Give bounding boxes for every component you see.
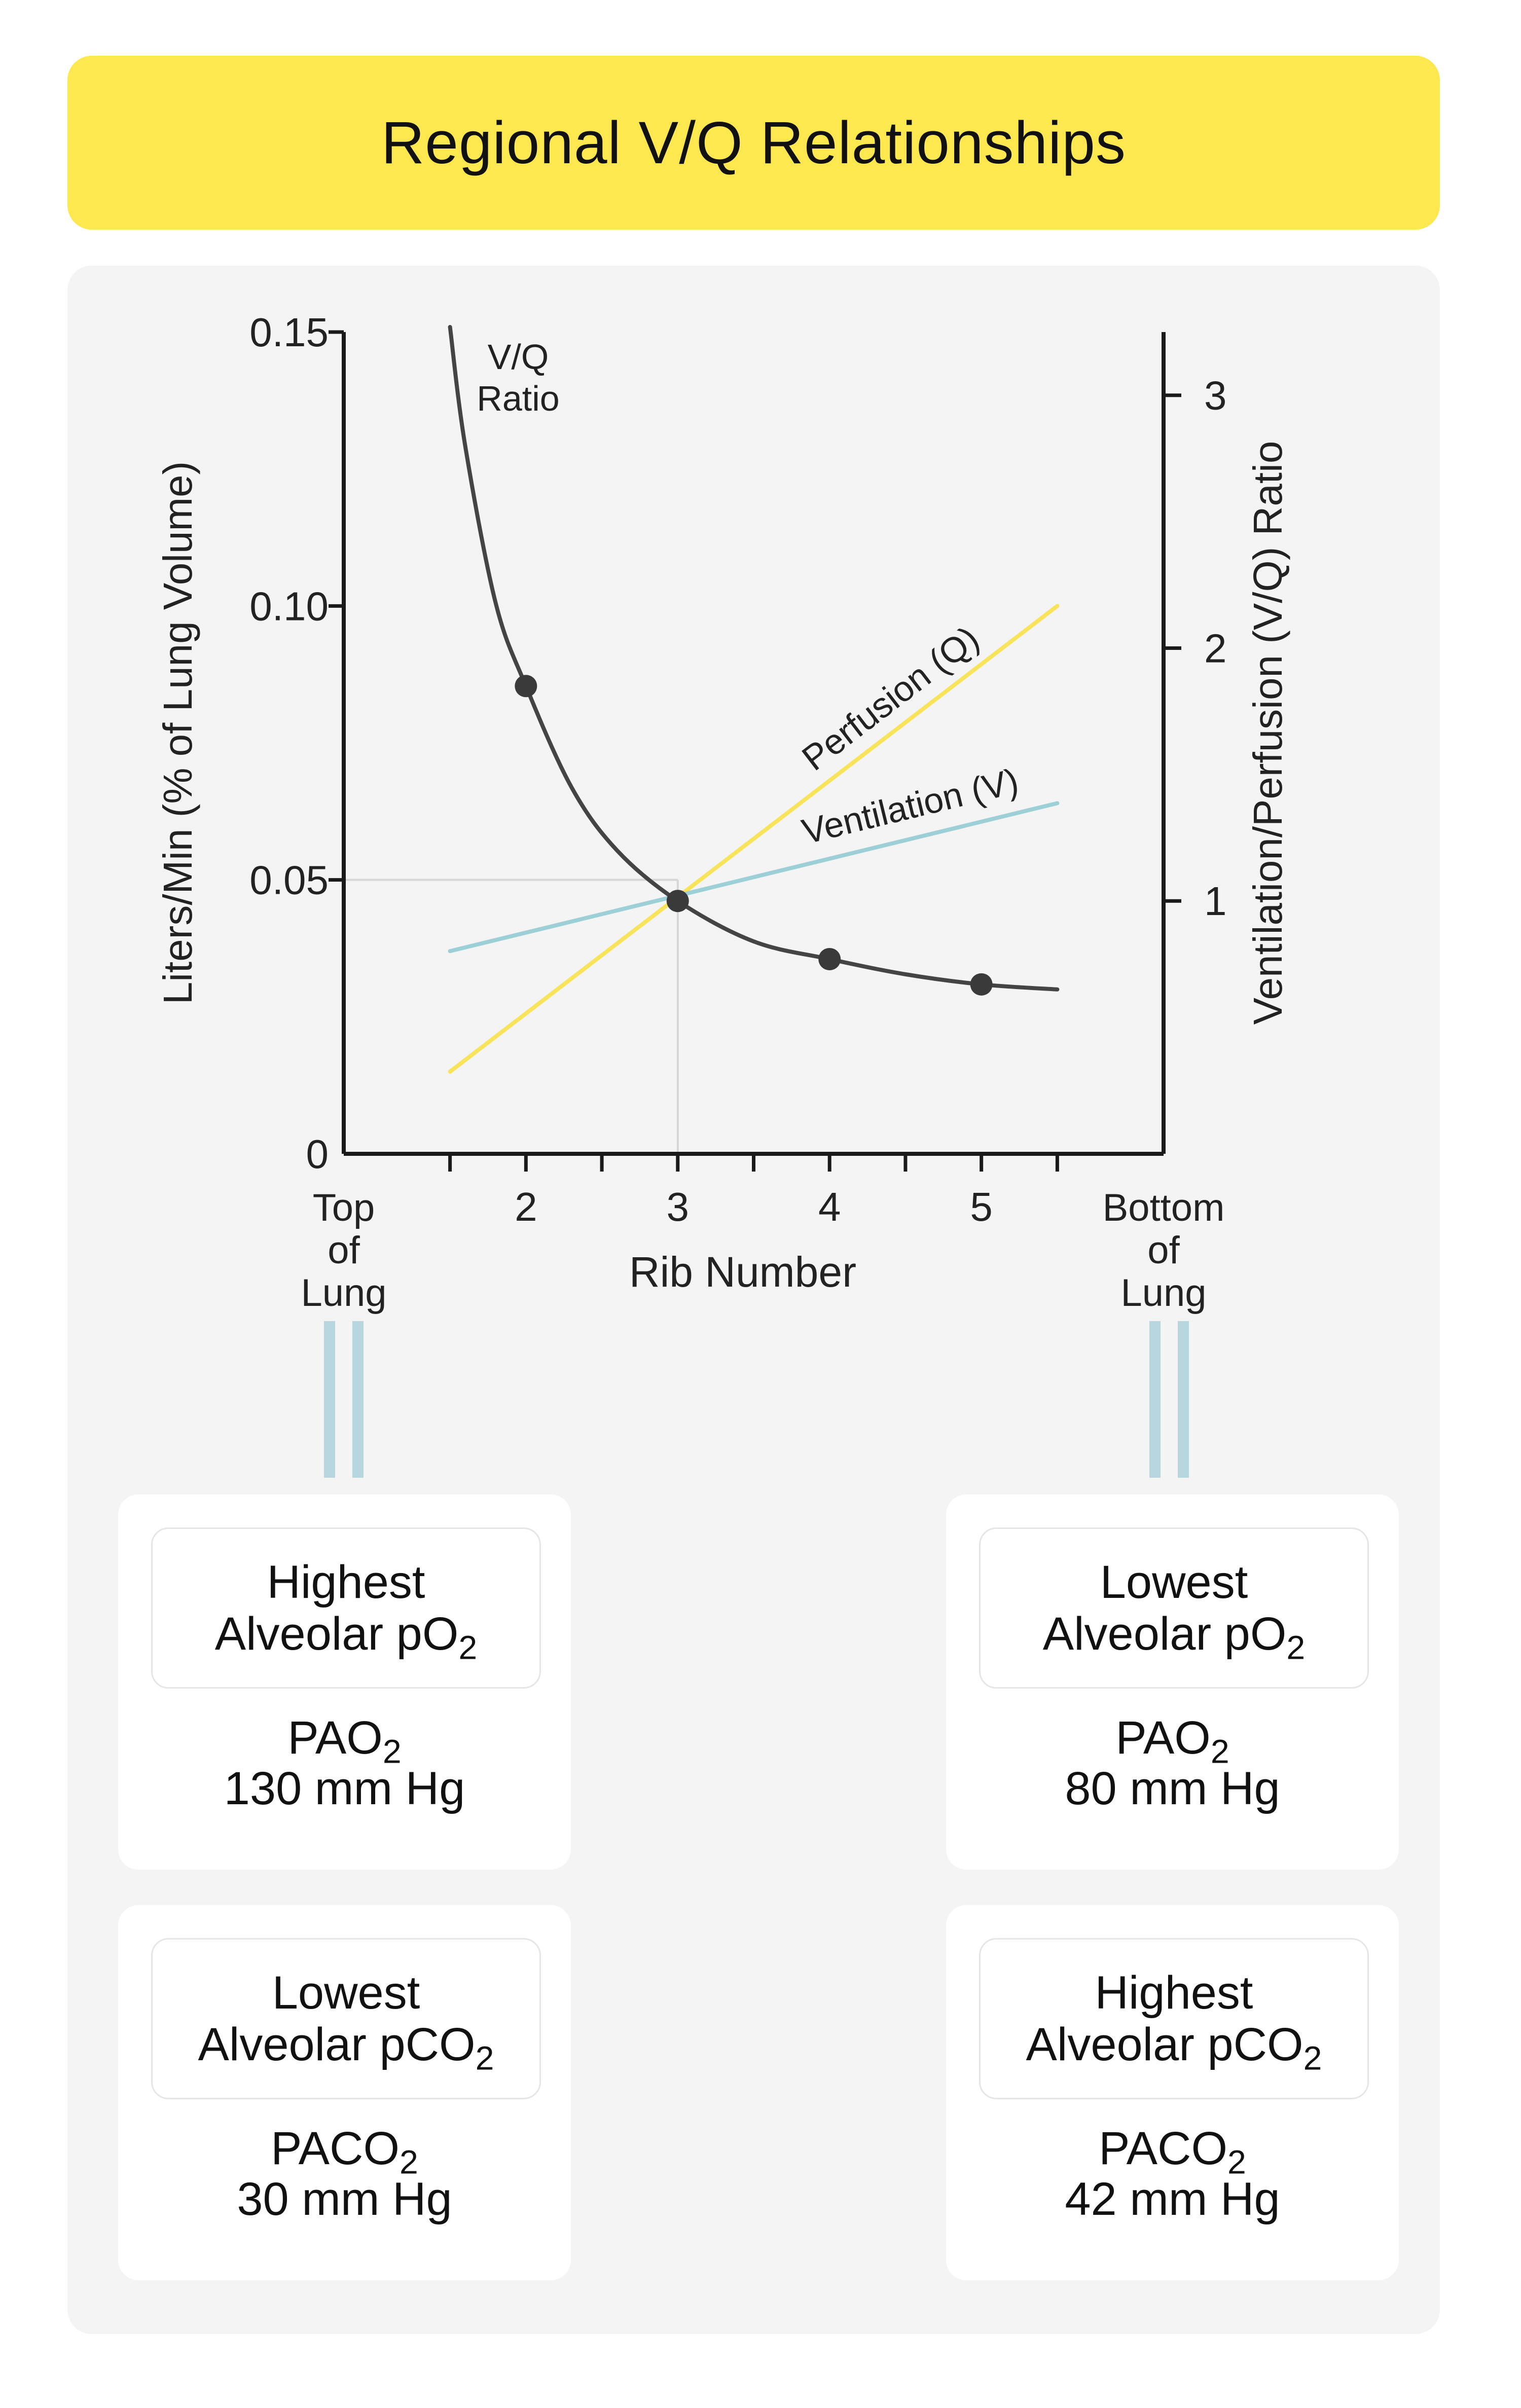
- x-axis-title: Rib Number: [629, 1248, 856, 1296]
- card-bottom-po2-heading: Lowest Alveolar pO2: [979, 1527, 1369, 1689]
- vq-ratio-point: [818, 947, 841, 970]
- left-tick-label: 0.10: [249, 583, 329, 629]
- card-bottom-pco2-value: PACO2 42 mm Hg: [946, 2123, 1399, 2224]
- right-tick-label: 2: [1204, 626, 1227, 671]
- x-tick-label: 5: [970, 1184, 993, 1229]
- card-top-pco2-heading: Lowest Alveolar pCO2: [151, 1938, 541, 2099]
- value-number: 80 mm Hg: [1065, 1763, 1280, 1814]
- card-bottom-pco2-heading: Highest Alveolar pCO2: [979, 1938, 1369, 2099]
- heading-line-2: Alveolar pCO2: [1026, 2019, 1322, 2077]
- x-tick-label: 3: [667, 1184, 690, 1229]
- right-tick-label: 1: [1204, 879, 1227, 924]
- x-end-label-bottom: Bottom: [1103, 1186, 1225, 1229]
- x-end-label-bottom: Lung: [1120, 1271, 1206, 1315]
- heading-line-1: Highest: [1095, 1967, 1253, 2019]
- heading-line-1: Highest: [267, 1556, 425, 1608]
- x-tick-label: 2: [515, 1184, 537, 1229]
- y-axis-title-left: Liters/Min (% of Lung Volume): [155, 461, 200, 1005]
- right-tick-label: 3: [1204, 373, 1227, 418]
- perfusion-label: Perfusion (Q): [794, 618, 986, 778]
- left-tick-label: 0: [306, 1132, 329, 1177]
- value-number: 42 mm Hg: [1065, 2173, 1280, 2225]
- left-tick-label: 0.15: [249, 310, 329, 355]
- card-bottom-pco2: Highest Alveolar pCO2 PACO2 42 mm Hg: [946, 1905, 1399, 2280]
- connector-lines: [324, 1321, 1189, 1478]
- heading-line-1: Lowest: [272, 1967, 420, 2019]
- card-top-po2: Highest Alveolar pO2 PAO2 130 mm Hg: [118, 1494, 571, 1870]
- card-top-pco2-value: PACO2 30 mm Hg: [118, 2123, 571, 2224]
- value-number: 30 mm Hg: [237, 2173, 452, 2225]
- series-line-1: [448, 801, 1060, 954]
- heading-line-2: Alveolar pO2: [214, 1608, 478, 1667]
- x-end-label-top: of: [328, 1229, 360, 1272]
- reference-guides: [344, 879, 679, 1154]
- value-label: PAO2: [1115, 1712, 1229, 1771]
- heading-line-2: Alveolar pO2: [1042, 1608, 1306, 1667]
- heading-line-2: Alveolar pCO2: [198, 2019, 494, 2077]
- series-line-0: [448, 604, 1060, 1074]
- value-label: PACO2: [271, 2123, 418, 2181]
- page-title: Regional V/Q Relationships: [381, 109, 1127, 176]
- card-bottom-po2-value: PAO2 80 mm Hg: [946, 1712, 1399, 1814]
- vq-ratio-point: [970, 973, 993, 996]
- card-top-po2-heading: Highest Alveolar pO2: [151, 1527, 541, 1689]
- x-end-label-top: Top: [313, 1186, 375, 1229]
- vq-ratio-point: [666, 890, 689, 913]
- left-tick-label: 0.05: [249, 858, 329, 903]
- title-banner: Regional V/Q Relationships: [67, 56, 1440, 230]
- x-end-label-top: Lung: [301, 1271, 386, 1315]
- value-label: PAO2: [287, 1712, 402, 1771]
- card-bottom-po2: Lowest Alveolar pO2 PAO2 80 mm Hg: [946, 1494, 1399, 1870]
- vq-ratio-label: Ratio: [477, 379, 559, 418]
- vq-ratio-point: [515, 675, 537, 698]
- value-number: 130 mm Hg: [224, 1763, 465, 1814]
- chart-axes: [329, 330, 1181, 1172]
- value-label: PACO2: [1099, 2123, 1246, 2181]
- chart-series: [448, 325, 1060, 1074]
- y-axis-title-right: Ventilation/Perfusion (V/Q) Ratio: [1245, 441, 1290, 1025]
- x-tick-label: 4: [818, 1184, 841, 1229]
- x-end-label-bottom: of: [1147, 1229, 1180, 1272]
- vq-ratio-label: V/Q: [488, 337, 549, 377]
- heading-line-1: Lowest: [1100, 1556, 1248, 1608]
- card-top-po2-value: PAO2 130 mm Hg: [118, 1712, 571, 1814]
- vq-ratio-curve: [448, 325, 1060, 992]
- card-top-pco2: Lowest Alveolar pCO2 PACO2 30 mm Hg: [118, 1905, 571, 2280]
